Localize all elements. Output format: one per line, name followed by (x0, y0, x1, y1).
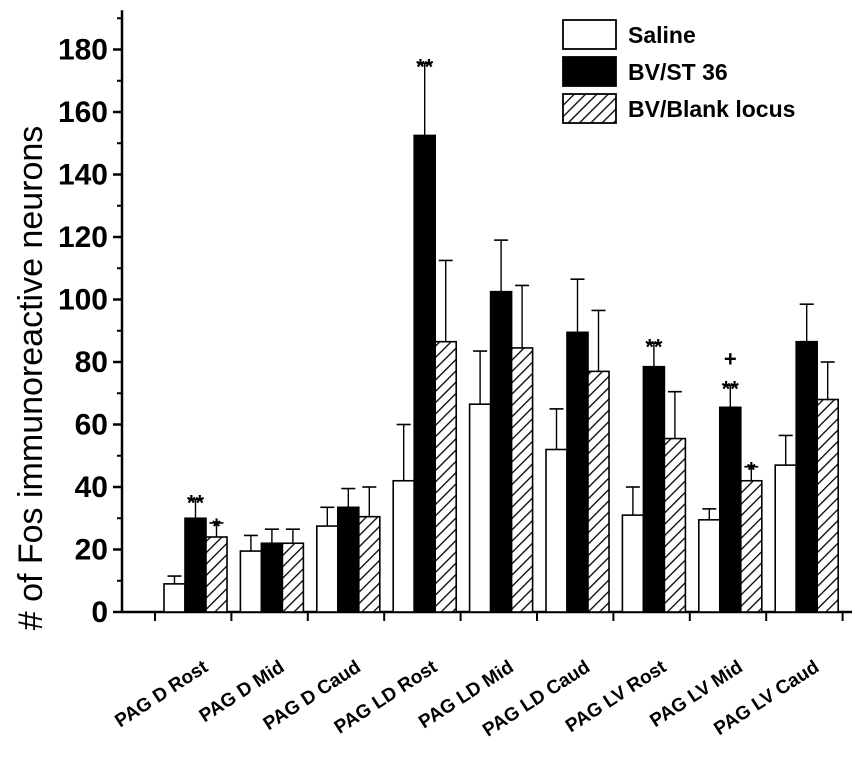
error-bars (167, 62, 835, 584)
y-tick-label: 0 (91, 596, 108, 629)
legend-swatch (562, 19, 617, 50)
bar (468, 403, 492, 613)
bar (336, 506, 360, 613)
bar (816, 398, 840, 613)
bar (260, 542, 284, 613)
y-tick-label: 180 (58, 34, 108, 67)
y-axis: 0 20 40 60 80 100 120 140 160 180 (58, 10, 124, 629)
bar (795, 340, 819, 613)
y-axis-label: # of Fos immunoreactive neurons (12, 126, 50, 631)
significance-marker: + (724, 346, 737, 371)
bar (184, 517, 207, 613)
bar (587, 370, 610, 613)
bar (392, 479, 416, 613)
bar (489, 290, 513, 613)
bar (697, 519, 721, 613)
bar (663, 437, 687, 613)
bar (434, 340, 458, 613)
bar (510, 347, 534, 613)
y-tick-label: 160 (58, 96, 108, 129)
legend-label: Saline (628, 22, 696, 48)
significance-marker: ** (416, 55, 434, 80)
y-tick-label: 20 (75, 534, 108, 567)
bar (239, 550, 263, 613)
significance-annotations: *********+* (187, 55, 756, 539)
bar (413, 134, 437, 613)
bar (774, 464, 798, 613)
y-tick-label: 140 (58, 159, 108, 192)
legend-swatch (562, 56, 617, 87)
bar (205, 536, 228, 613)
legend-label: BV/ST 36 (628, 59, 728, 85)
y-tick-label: 120 (58, 221, 108, 254)
bar (642, 365, 666, 613)
significance-marker: ** (187, 491, 205, 516)
y-tick-label: 80 (75, 346, 108, 379)
bar (163, 583, 186, 613)
x-tick-label: PAG D Rost (111, 656, 212, 732)
bar (357, 515, 381, 613)
legend-label: BV/Blank locus (628, 96, 795, 122)
bar (718, 406, 742, 613)
bar (545, 448, 568, 613)
bars (163, 134, 840, 613)
y-tick-label: 100 (58, 284, 108, 317)
bar (739, 479, 763, 613)
significance-marker: ** (645, 334, 663, 359)
y-tick-label: 60 (75, 409, 108, 442)
legend: Saline BV/ST 36 BV/Blank locus (562, 19, 795, 124)
significance-marker: * (747, 458, 756, 483)
bar (281, 542, 305, 613)
y-tick-label: 40 (75, 471, 108, 504)
bar (315, 525, 339, 613)
legend-swatch (562, 93, 617, 124)
bar (566, 331, 589, 613)
significance-marker: ** (722, 376, 740, 401)
bar (621, 514, 645, 613)
significance-marker: * (212, 514, 221, 539)
